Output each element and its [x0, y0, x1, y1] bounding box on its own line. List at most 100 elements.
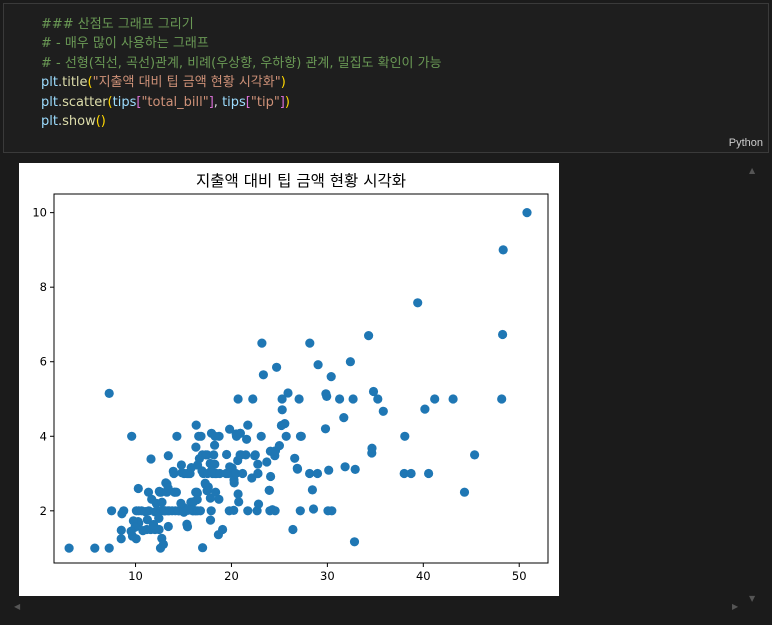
code-token: scatter [62, 94, 108, 110]
scatter-point [497, 394, 507, 404]
code-token: # - 선형(직선, 곡선)관계, 비례(우상향, 우하향) 관계, 밀집도 확… [41, 55, 442, 71]
x-tick-label: 20 [224, 569, 239, 583]
scatter-point [248, 394, 258, 404]
code-token: plt [41, 94, 58, 110]
scatter-point [277, 405, 287, 415]
horizontal-scrollbar[interactable]: ◀ ▶ [14, 600, 744, 614]
scatter-point [258, 370, 268, 380]
scatter-point [327, 506, 337, 516]
code-token: title [62, 75, 88, 91]
scatter-point [292, 464, 303, 474]
scatter-point [238, 468, 248, 479]
scatter-point [288, 524, 298, 535]
scatter-point [154, 513, 164, 523]
scatter-point [448, 394, 458, 404]
scatter-point [218, 524, 228, 535]
scatter-point [350, 464, 360, 474]
code-token: , [213, 94, 223, 110]
scatter-point [186, 463, 196, 473]
scatter-point [413, 298, 423, 308]
scatter-point [169, 468, 179, 479]
scatter-point [163, 451, 173, 461]
code-token: plt [41, 75, 58, 91]
scatter-point [253, 468, 263, 479]
scatter-point [420, 404, 430, 414]
scatter-point [229, 505, 239, 515]
y-tick-label: 2 [40, 504, 47, 518]
code-line: ### 산점도 그래프 그리기 [41, 15, 442, 34]
scatter-point [222, 449, 232, 460]
scatter-point [322, 391, 332, 401]
code-token: "total_bill" [141, 94, 209, 110]
scatter-point [339, 413, 349, 423]
scatter-point [367, 443, 377, 453]
code-token: [ [136, 94, 142, 110]
scatter-point [253, 459, 263, 469]
code-cell[interactable]: ### 산점도 그래프 그리기 # - 매우 많이 사용하는 그래프 # - 선형(… [3, 3, 769, 153]
scatter-point [191, 442, 201, 452]
scroll-left-arrow-icon[interactable]: ◀ [14, 602, 21, 611]
scatter-point [307, 485, 317, 495]
scatter-point [107, 506, 117, 516]
scatter-point [191, 420, 201, 430]
scatter-point [116, 534, 126, 544]
scroll-up-arrow-icon[interactable]: ▲ [749, 166, 756, 175]
scatter-point [459, 487, 470, 497]
scatter-point [257, 338, 267, 348]
scatter-point [294, 394, 304, 404]
scatter-point [430, 394, 440, 404]
code-token: "tip" [250, 94, 280, 110]
code-token: plt [41, 114, 58, 130]
scatter-point [209, 450, 219, 460]
scatter-point [235, 428, 245, 438]
scatter-point [183, 505, 193, 515]
code-line: # - 매우 많이 사용하는 그래프 [41, 34, 442, 53]
scatter-point [202, 486, 212, 496]
scatter-point [253, 499, 264, 509]
scatter-point [400, 431, 410, 441]
scatter-point [364, 331, 374, 341]
code-token: . [57, 75, 63, 91]
scatter-point [225, 424, 235, 434]
scatter-point [133, 483, 143, 494]
scatter-point [264, 485, 274, 495]
x-tick-label: 50 [512, 569, 527, 583]
scatter-point [127, 431, 137, 441]
scatter-point [146, 454, 156, 464]
scatter-point [243, 506, 253, 516]
scatter-point [241, 450, 251, 460]
scatter-point [324, 465, 334, 475]
scroll-right-arrow-icon[interactable]: ▶ [732, 602, 739, 611]
plot-frame [53, 193, 549, 564]
x-tick-label: 40 [416, 569, 431, 583]
scatter-point [126, 526, 136, 536]
scatter-point [104, 388, 114, 398]
scatter-point [140, 507, 150, 517]
scatter-point [349, 537, 360, 547]
scroll-down-arrow-icon[interactable]: ▼ [749, 594, 756, 603]
scatter-point [234, 497, 244, 507]
scatter-point [206, 466, 217, 476]
scatter-point [233, 489, 243, 499]
scatter-point [182, 522, 193, 532]
scatter-point [202, 450, 212, 460]
scatter-point [320, 424, 331, 434]
code-line: # - 선형(직선, 곡선)관계, 비례(우상향, 우하향) 관계, 밀집도 확… [41, 54, 442, 73]
vertical-scrollbar[interactable]: ▲ ▼ [746, 163, 762, 608]
scatter-point [210, 431, 220, 441]
scatter-point [205, 515, 216, 525]
scatter-point [233, 394, 243, 404]
x-tick-label: 10 [128, 569, 143, 583]
scatter-point [148, 520, 159, 530]
scatter-point [335, 394, 345, 404]
scatter-point [117, 509, 127, 519]
scatter-point [522, 208, 532, 218]
scatter-point [206, 506, 216, 516]
language-label: Python [728, 137, 763, 149]
scatter-point [270, 506, 280, 516]
scatter-point [198, 543, 208, 553]
scatter-point [305, 468, 315, 479]
y-tick-label: 8 [40, 280, 47, 294]
code-editor[interactable]: ### 산점도 그래프 그리기 # - 매우 많이 사용하는 그래프 # - 선형(… [41, 15, 442, 131]
code-line: plt.title("지출액 대비 팁 금액 현황 시각화") [41, 73, 442, 92]
